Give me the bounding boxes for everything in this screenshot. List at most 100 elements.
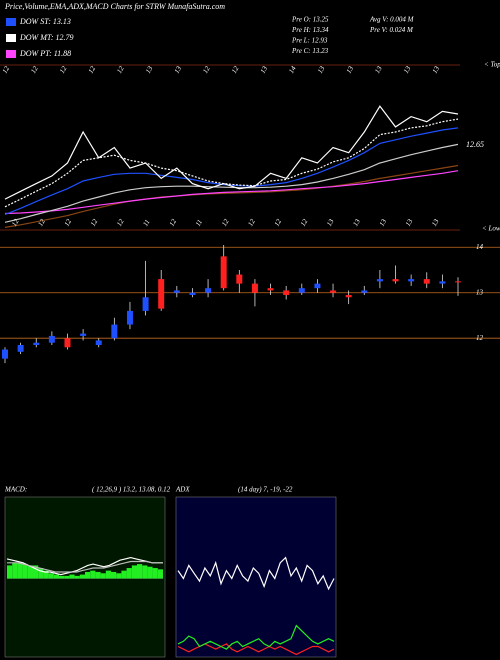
histogram-bar — [131, 565, 137, 579]
histogram-bar — [147, 566, 153, 579]
candle-body — [111, 324, 118, 339]
histogram-bar — [27, 565, 33, 579]
bottom-date-label: 12 — [273, 217, 284, 227]
candle-body — [48, 335, 55, 343]
tops-note: < Tops — [484, 61, 500, 69]
candle-body — [2, 349, 8, 359]
series-line — [4, 170, 459, 215]
panel-title: ADX — [175, 486, 190, 494]
bottom-date-label: 12 — [220, 217, 231, 227]
candle-body — [220, 256, 227, 289]
histogram-bar — [152, 568, 158, 579]
bottom-date-label: 11 — [194, 218, 204, 228]
candle-body — [423, 279, 430, 284]
stat: Pre O: 13.25 — [291, 16, 329, 24]
histogram-bar — [100, 573, 106, 579]
lows-note: < Lows — [482, 225, 500, 233]
bottom-date-label: 13 — [351, 217, 362, 227]
series-line — [4, 143, 459, 223]
panel-title: MACD: — [4, 486, 27, 494]
top-date-label: 12 — [230, 64, 241, 74]
candle-body — [345, 295, 352, 298]
histogram-bar — [48, 573, 54, 579]
histogram-bar — [59, 575, 65, 579]
series-line — [177, 624, 335, 650]
top-date-label: 13 — [316, 64, 327, 74]
bottom-date-label: 13 — [378, 217, 389, 227]
candle-body — [251, 283, 258, 293]
bottom-date-label: 13 — [404, 217, 415, 227]
histogram-bar — [111, 571, 117, 579]
candle-body — [33, 342, 40, 345]
bottom-date-label: 13 — [325, 217, 336, 227]
candle-body — [158, 279, 165, 309]
candle-body — [142, 297, 149, 311]
histogram-bar — [43, 570, 49, 579]
candle-body — [95, 340, 102, 345]
legend-swatch — [6, 50, 16, 58]
y-tick-label: 14 — [476, 243, 484, 251]
top-date-label: 13 — [173, 64, 184, 74]
histogram-bar — [137, 564, 143, 579]
top-date-label: 12 — [29, 64, 40, 74]
stat: Pre C: 13.23 — [291, 47, 329, 55]
candle-body — [189, 292, 196, 295]
bottom-date-label: 11 — [141, 218, 151, 228]
histogram-bar — [12, 562, 18, 579]
histogram-bar — [38, 568, 44, 579]
histogram-bar — [126, 568, 132, 579]
candle-body — [455, 281, 461, 283]
series-line — [6, 556, 163, 576]
top-date-label: 12 — [115, 64, 126, 74]
adx-panel — [175, 496, 337, 658]
histogram-bar — [116, 573, 122, 579]
series-line — [4, 118, 459, 208]
candle-body — [392, 279, 399, 282]
top-date-label: 13 — [373, 64, 384, 74]
top-date-label: 12 — [58, 64, 69, 74]
candle-body — [17, 345, 24, 352]
y-tick-label: 12 — [476, 334, 484, 342]
candle-body — [439, 281, 446, 284]
histogram-bar — [157, 569, 163, 579]
histogram-bar — [95, 571, 101, 579]
panel-subtitle: ( 12,26,9 ) 13.2, 13.08, 0.12 — [92, 486, 171, 494]
candle-body — [376, 279, 383, 282]
series-line — [4, 164, 459, 228]
legend-swatch — [6, 34, 16, 42]
top-date-label: 12 — [87, 64, 98, 74]
stat: Pre V: 0.024 M — [369, 26, 414, 34]
page-title: Price,Volume,EMA,ADX,MACD Charts for STR… — [4, 2, 225, 11]
bottom-date-label: 12 — [246, 217, 257, 227]
histogram-bar — [22, 564, 28, 579]
candle-body — [283, 290, 290, 295]
bottom-date-label: 12 — [168, 217, 179, 227]
histogram-bar — [69, 574, 75, 579]
bottom-date-label: 12 — [89, 217, 100, 227]
legend-label: DOW ST: 13.13 — [19, 17, 71, 26]
candle-body — [408, 279, 415, 282]
top-date-label: 13 — [345, 64, 356, 74]
bottom-date-label: 12 — [63, 217, 74, 227]
top-date-label: 13 — [259, 64, 270, 74]
candle-body — [298, 288, 305, 293]
candle-body — [64, 338, 71, 348]
stat: Avg V: 0.004 M — [369, 16, 415, 24]
histogram-bar — [33, 565, 39, 579]
histogram-bar — [142, 565, 148, 579]
stat: Pre H: 13.34 — [291, 26, 329, 34]
bottom-date-label: 12 — [10, 217, 21, 227]
candle-body — [267, 288, 274, 291]
histogram-bar — [79, 574, 85, 579]
candle-body — [80, 333, 87, 336]
legend-swatch — [6, 18, 16, 26]
series-line — [7, 560, 163, 573]
top-date-label: 12 — [1, 64, 12, 74]
bottom-date-label: 12 — [299, 217, 310, 227]
stat: Pre L: 12.93 — [291, 37, 328, 45]
histogram-bar — [85, 571, 91, 579]
histogram-bar — [64, 575, 70, 579]
bottom-date-label: 13 — [430, 217, 441, 227]
histogram-bar — [53, 574, 59, 579]
series-line — [177, 556, 335, 591]
